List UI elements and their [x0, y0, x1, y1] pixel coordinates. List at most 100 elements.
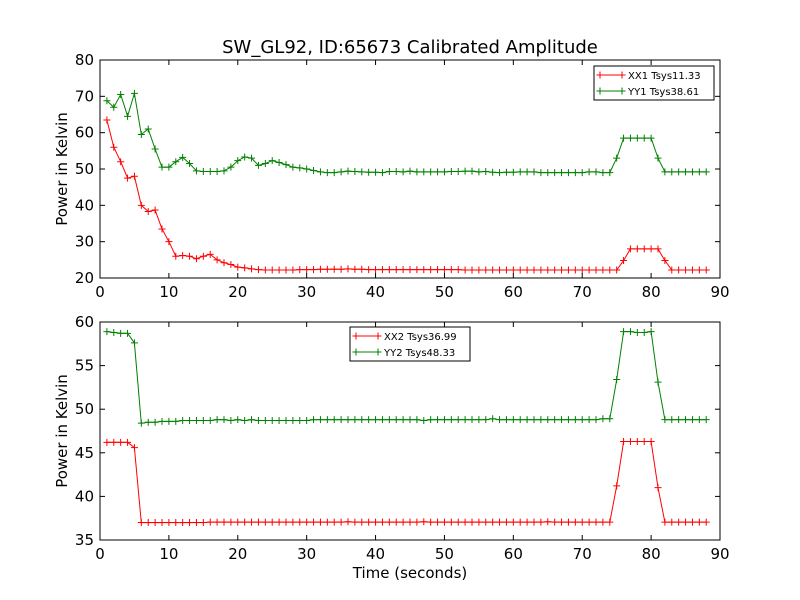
bottom-series-1-point [633, 437, 641, 445]
top-legend: XX1 Tsys11.33 YY1 Tsys38.61 [593, 65, 715, 101]
top-series-2-point [640, 134, 648, 142]
top-series-1-point [158, 225, 166, 233]
bottom-series-2-point [413, 416, 421, 424]
bottom-series-1-point [489, 518, 497, 526]
chart-title: SW_GL92, ID:65673 Calibrated Amplitude [222, 37, 598, 58]
top-series-1-point [110, 143, 118, 151]
top-legend-box [593, 65, 715, 101]
bottom-series-2-point [372, 416, 380, 424]
top-series-2-point [406, 167, 414, 175]
bottom-series-2-point [378, 416, 386, 424]
bottom-series-2-point [323, 416, 331, 424]
top-series-1-point [151, 206, 159, 214]
top-series-1-point [496, 266, 504, 274]
top-series-2-point [351, 168, 359, 176]
bottom-series-1-point [447, 518, 455, 526]
top-series-2-point [537, 169, 545, 177]
top-series-1-point [330, 265, 338, 273]
bottom-series-1-point [585, 518, 593, 526]
bottom-series-2-point [117, 329, 125, 337]
top-series-1-point [682, 266, 690, 274]
bottom-series-2-point [564, 416, 572, 424]
top-series-2-point [172, 158, 180, 166]
bottom-series-2-point [434, 416, 442, 424]
bottom-series-1-point [420, 518, 428, 526]
top-series-2-point [296, 164, 304, 172]
bottom-series-2-point [675, 416, 683, 424]
bottom-series-1-point [268, 518, 276, 526]
bottom-series-2-point [468, 416, 476, 424]
bottom-series-2-point [640, 328, 648, 336]
bottom-chart-panel: 0 10 20 30 40 50 60 70 80 90 35 40 45 50 55 60 Power in… [53, 313, 730, 582]
top-series-1-point [537, 266, 545, 274]
bottom-series-2-point [330, 416, 338, 424]
bottom-series-2-point [151, 418, 159, 426]
top-series-2-point [199, 168, 207, 176]
top-series-1-point [399, 266, 407, 274]
top-series-2-point [668, 168, 676, 176]
top-series-1-point [323, 265, 331, 273]
top-series-1-point [695, 266, 703, 274]
top-series-2-point [103, 97, 111, 105]
top-series-1-point [564, 266, 572, 274]
bottom-series-2-point [599, 415, 607, 423]
top-series-1-point [199, 252, 207, 260]
top-series-2-point [310, 166, 318, 174]
bottom-series-1-point [310, 518, 318, 526]
top-series-2-point [571, 169, 579, 177]
bottom-series-1-point [330, 518, 338, 526]
bottom-series-1-point [192, 519, 200, 527]
bottom-series-2-point [668, 416, 676, 424]
bottom-series-2-point [365, 416, 373, 424]
top-series-1-point [378, 266, 386, 274]
top-series-1-point [192, 255, 200, 263]
bottom-series-1-point [172, 519, 180, 527]
top-series-2-point [551, 169, 559, 177]
top-series-2-point [206, 168, 214, 176]
bottom-series-1-point [544, 518, 552, 526]
bottom-series-1-point [647, 437, 655, 445]
top-series-1-point [468, 266, 476, 274]
bottom-series-2-point [578, 416, 586, 424]
top-series-2-point [130, 89, 138, 97]
top-series-2-point [261, 160, 269, 168]
bottom-series-1-point [241, 518, 249, 526]
bottom-series-1-point [551, 518, 559, 526]
bottom-series-2-point [454, 416, 462, 424]
bottom-series-2-point [303, 417, 311, 425]
top-legend-marker-1 [596, 71, 604, 79]
bottom-legend-marker-2 [352, 348, 360, 356]
top-series-2-point [688, 168, 696, 176]
bottom-series-1-point [406, 518, 414, 526]
top-series-2-point [434, 168, 442, 176]
bottom-series-2-point [282, 417, 290, 425]
bottom-series-1-point [151, 519, 159, 527]
bottom-series-1-point [695, 518, 703, 526]
bottom-series-2-point [571, 416, 579, 424]
bottom-series-2-point [316, 416, 324, 424]
top-series-1-point [124, 174, 132, 182]
top-series-1-point [633, 245, 641, 253]
bottom-series-2-point [254, 417, 262, 425]
top-series-1-point [234, 263, 242, 271]
top-series-1-point [489, 266, 497, 274]
top-series-1-point [640, 245, 648, 253]
top-xtick-label: 40 [366, 283, 385, 301]
bottom-series-1-point [599, 518, 607, 526]
top-series-2-point [365, 168, 373, 176]
bottom-series-1-point [296, 518, 304, 526]
bottom-legend-label-2: YY2 Tsys48.33 [383, 348, 455, 359]
bottom-series-2-point [248, 416, 256, 424]
top-series-2-point [117, 91, 125, 99]
top-series-2-point [606, 169, 614, 177]
bottom-series-1-point [558, 518, 566, 526]
bottom-legend-label-1: XX2 Tsys36.99 [384, 332, 457, 343]
bottom-series-1-point [668, 518, 676, 526]
top-series-1-point [530, 266, 538, 274]
top-series-2-point [144, 125, 152, 133]
top-series-2-point [578, 169, 586, 177]
bottom-xtick-label: 20 [228, 545, 247, 563]
top-xtick-label: 0 [95, 283, 105, 301]
top-series-1-point [289, 266, 297, 274]
bottom-series-1-point [399, 518, 407, 526]
